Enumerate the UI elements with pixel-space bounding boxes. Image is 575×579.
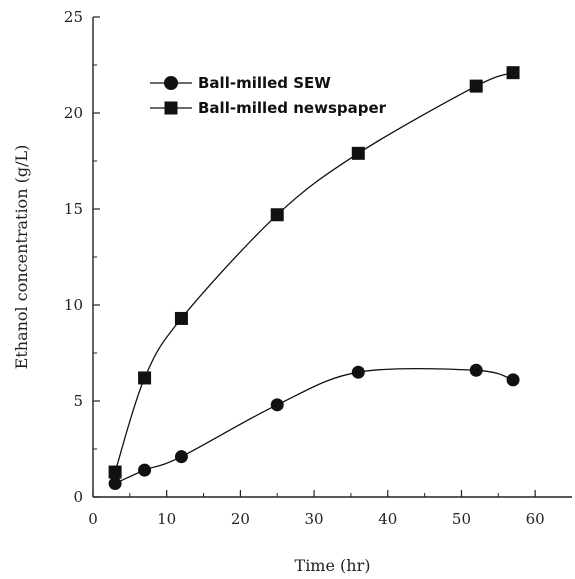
y-tick-label: 15 <box>64 200 83 218</box>
y-tick-label: 20 <box>64 104 83 122</box>
y-tick-label: 10 <box>64 296 83 314</box>
x-tick-label: 40 <box>378 510 397 528</box>
data-point-square <box>351 146 365 160</box>
x-tick-label: 60 <box>526 510 545 528</box>
series-ball-milled-sew <box>108 363 520 491</box>
legend-label: Ball-milled newspaper <box>198 99 387 117</box>
data-point-circle <box>138 463 152 477</box>
series-ball-milled-newspaper <box>108 66 520 479</box>
y-axis-title: Ethanol concentration (g/L) <box>12 145 31 370</box>
tick-labels: 0 5 10 15 20 25 0 10 20 30 40 50 60 <box>64 8 545 528</box>
legend-entry: Ball-milled SEW <box>150 74 331 92</box>
y-tick-label: 25 <box>64 8 83 26</box>
x-tick-label: 0 <box>88 510 98 528</box>
data-point-square <box>138 371 152 385</box>
data-point-circle <box>174 450 188 464</box>
tick-marks <box>92 16 536 498</box>
axes <box>92 17 572 498</box>
data-point-square <box>506 66 520 80</box>
legend-marker-circle <box>164 76 178 90</box>
series-line <box>114 367 514 485</box>
legend-label: Ball-milled SEW <box>198 74 331 92</box>
legend: Ball-milled SEW Ball-milled newspaper <box>150 74 387 117</box>
data-point-square <box>270 208 284 222</box>
series-line <box>114 72 514 473</box>
x-tick-label: 10 <box>157 510 176 528</box>
data-point-circle <box>469 363 483 377</box>
data-point-square <box>174 311 188 325</box>
y-tick-label: 5 <box>73 392 83 410</box>
data-point-circle <box>351 365 365 379</box>
data-point-circle <box>506 373 520 387</box>
legend-entry: Ball-milled newspaper <box>150 99 387 117</box>
data-point-square <box>469 79 483 93</box>
x-tick-label: 20 <box>231 510 250 528</box>
x-tick-label: 30 <box>305 510 324 528</box>
legend-marker-square <box>164 101 178 115</box>
data-point-square <box>108 465 122 479</box>
series-layer <box>108 66 520 491</box>
x-tick-label: 50 <box>452 510 471 528</box>
data-point-circle <box>270 398 284 412</box>
x-axis-title: Time (hr) <box>295 556 371 575</box>
data-point-circle <box>108 477 122 491</box>
y-tick-label: 0 <box>73 488 83 506</box>
